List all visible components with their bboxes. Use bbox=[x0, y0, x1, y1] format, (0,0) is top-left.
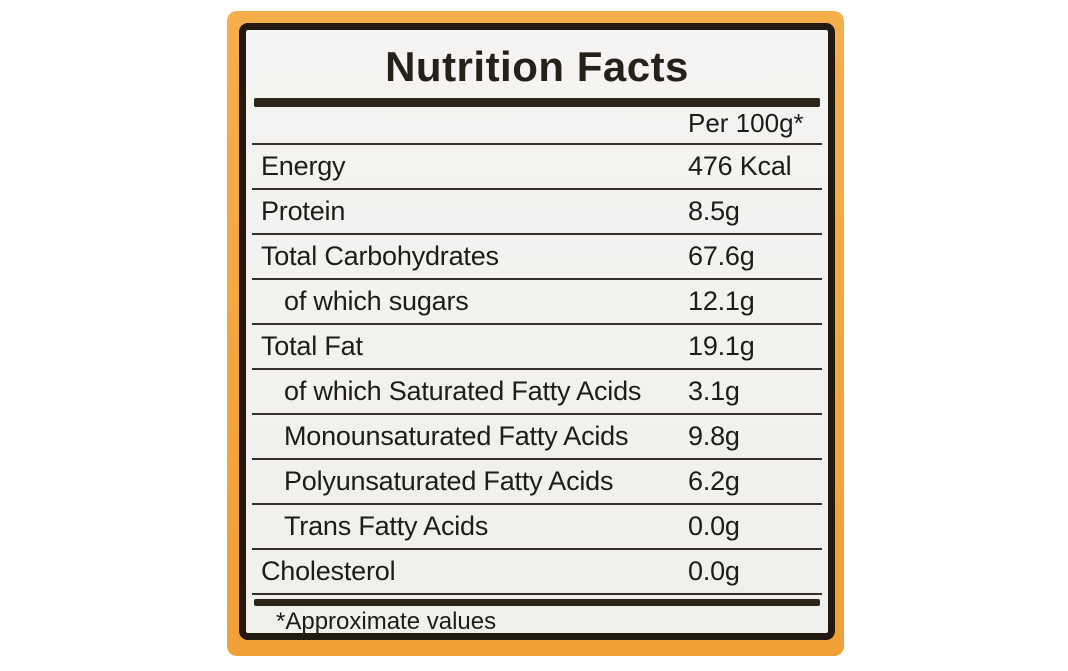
table-row: Total Carbohydrates 67.6g bbox=[252, 235, 822, 280]
table-row: of which sugars 12.1g bbox=[252, 280, 822, 325]
table-row: Monounsaturated Fatty Acids 9.8g bbox=[252, 415, 822, 460]
jar-label-background: Nutrition Facts Per 100g* Energy 476 Kca… bbox=[227, 11, 844, 656]
nutrient-value: 6.2g bbox=[688, 466, 740, 496]
table-row: Polyunsaturated Fatty Acids 6.2g bbox=[252, 460, 822, 505]
table-header-row: Per 100g* bbox=[252, 107, 822, 145]
nutrient-name: Polyunsaturated Fatty Acids bbox=[284, 466, 614, 496]
nutrient-name: Trans Fatty Acids bbox=[284, 511, 489, 541]
nutrition-facts-title: Nutrition Facts bbox=[385, 43, 689, 90]
nutrient-value: 19.1g bbox=[688, 331, 755, 361]
nutrition-facts-content: Nutrition Facts Per 100g* Energy 476 Kca… bbox=[246, 30, 828, 635]
nutrient-value: 8.5g bbox=[688, 196, 740, 226]
table-row: Cholesterol 0.0g bbox=[252, 550, 822, 595]
nutrition-table: Energy 476 Kcal Protein 8.5g Total Carbo… bbox=[252, 145, 822, 595]
nutrient-value: 3.1g bbox=[688, 376, 740, 406]
per-100g-column-header: Per 100g* bbox=[688, 108, 804, 138]
nutrient-value: 0.0g bbox=[688, 511, 740, 541]
table-row: Total Fat 19.1g bbox=[252, 325, 822, 370]
table-row: Energy 476 Kcal bbox=[252, 145, 822, 190]
nutrient-value: 476 Kcal bbox=[688, 151, 792, 181]
nutrient-name: Total Fat bbox=[261, 331, 363, 361]
nutrient-name: Protein bbox=[261, 196, 346, 226]
nutrition-facts-panel: Nutrition Facts Per 100g* Energy 476 Kca… bbox=[239, 23, 835, 640]
table-row: Protein 8.5g bbox=[252, 190, 822, 235]
nutrient-value: 0.0g bbox=[688, 556, 740, 586]
nutrient-name: Total Carbohydrates bbox=[261, 241, 499, 271]
nutrient-name: Cholesterol bbox=[261, 556, 396, 586]
nutrient-name: of which Saturated Fatty Acids bbox=[284, 376, 642, 406]
nutrient-name: Energy bbox=[261, 151, 346, 181]
nutrient-value: 12.1g bbox=[688, 286, 755, 316]
nutrient-name: of which sugars bbox=[284, 286, 469, 316]
table-row: Trans Fatty Acids 0.0g bbox=[252, 505, 822, 550]
nutrient-value: 9.8g bbox=[688, 421, 740, 451]
table-row: of which Saturated Fatty Acids 3.1g bbox=[252, 370, 822, 415]
title-separator-bar bbox=[254, 98, 820, 107]
nutrient-value: 67.6g bbox=[688, 241, 755, 271]
approximate-values-footnote: *Approximate values bbox=[276, 608, 497, 635]
footer-separator-bar bbox=[254, 599, 820, 606]
nutrient-name: Monounsaturated Fatty Acids bbox=[284, 421, 629, 451]
